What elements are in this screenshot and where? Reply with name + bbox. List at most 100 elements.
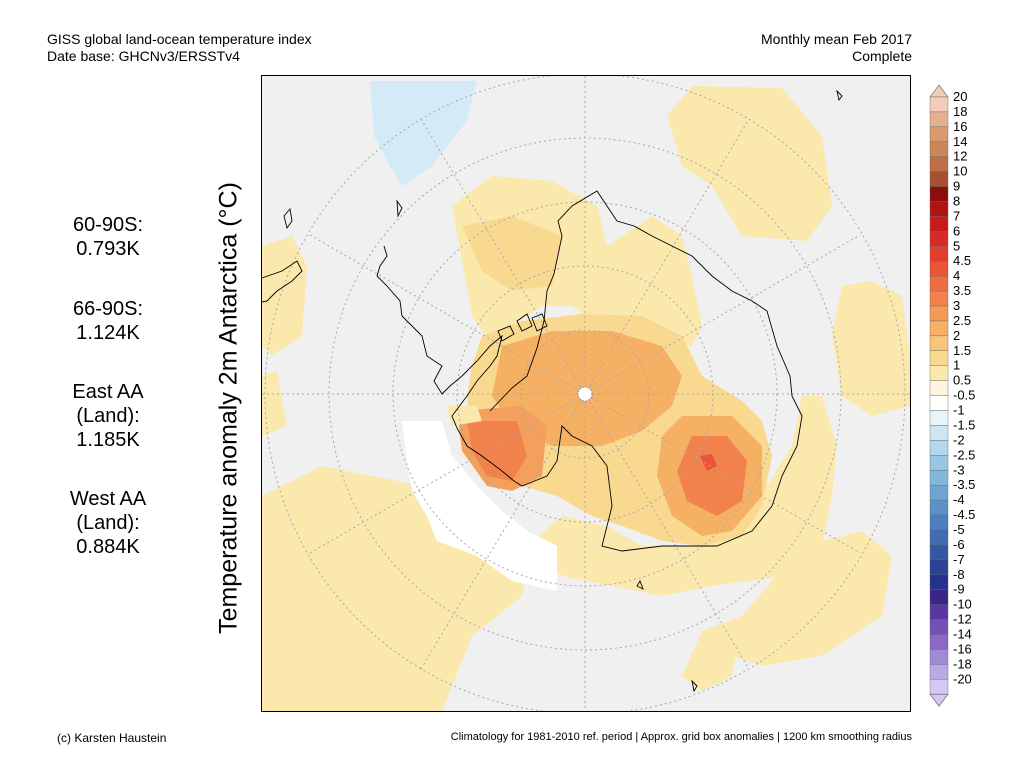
- colorbar-swatch: [929, 395, 949, 411]
- colorbar-label: -8: [953, 567, 965, 582]
- colorbar-label: 16: [953, 119, 967, 134]
- colorbar-swatch: [929, 499, 949, 516]
- stat-label: 66-90S:: [72, 298, 144, 320]
- colorbar-swatch: [929, 171, 949, 187]
- colorbar-label: -14: [953, 626, 972, 641]
- colorbar-label: -9: [953, 582, 965, 597]
- colorbar-label: -20: [953, 671, 972, 686]
- colorbar-label: 4.5: [953, 253, 971, 268]
- stat-66-90s: 66-90S: 1.124K: [58, 297, 158, 345]
- stat-west-aa: West AA (Land): 0.884K: [58, 487, 158, 559]
- colorbar-label: -7: [953, 552, 965, 567]
- colorbar-swatch: [929, 410, 949, 426]
- colorbar-swatch: [929, 156, 949, 172]
- colorbar-swatch: [929, 425, 949, 441]
- colorbar-swatch: [929, 380, 949, 396]
- stat-value: 1.124K: [76, 322, 140, 344]
- colorbar-label: 6: [953, 223, 960, 238]
- y-axis-label: Temperature anomaly 2m Antarctica (°C): [214, 182, 243, 634]
- colorbar-label: 0.5: [953, 373, 971, 388]
- colorbar-label: -2: [953, 432, 965, 447]
- colorbar-label: -1.5: [953, 417, 975, 432]
- colorbar-swatch: [929, 514, 949, 531]
- colorbar-label: -4: [953, 492, 965, 507]
- colorbar-label: 7: [953, 208, 960, 223]
- colorbar-label: 3: [953, 298, 960, 313]
- colorbar-label: 4: [953, 268, 960, 283]
- colorbar-swatch: [929, 126, 949, 142]
- colorbar-swatch: [929, 589, 949, 605]
- colorbar-swatch: [929, 679, 949, 695]
- credit-text: (c) Karsten Haustein: [57, 731, 167, 745]
- colorbar-swatch: [929, 529, 949, 546]
- stat-label: West AA: [69, 488, 147, 510]
- colorbar-swatch: [929, 96, 949, 113]
- colorbar-label: -5: [953, 522, 965, 537]
- colorbar-label: 2: [953, 328, 960, 343]
- colorbar-swatch: [929, 231, 949, 247]
- antarctica-anomaly-map: [261, 75, 911, 712]
- stat-sublabel: (Land):: [76, 405, 140, 427]
- stat-label: East AA: [72, 381, 144, 403]
- colorbar-swatch: [929, 574, 949, 590]
- period-block: Monthly mean Feb 2017 Complete: [761, 31, 912, 65]
- no-data-region: [402, 421, 557, 591]
- colorbar-label: -18: [953, 656, 972, 671]
- colorbar-swatch: [929, 305, 949, 322]
- colorbar-label: 8: [953, 194, 960, 209]
- colorbar-swatch: [929, 320, 949, 337]
- colorbar-label: -12: [953, 612, 972, 627]
- colorbar-swatch: [929, 470, 949, 486]
- colorbar-label: -0.5: [953, 388, 975, 403]
- colorbar-label: 9: [953, 179, 960, 194]
- colorbar-swatch: [929, 201, 949, 217]
- colorbar-label: 20: [953, 89, 967, 104]
- south-pole-marker: [577, 386, 593, 402]
- colorbar-swatch: [929, 440, 949, 456]
- colorbar-label: 18: [953, 104, 967, 119]
- stat-value: 0.884K: [76, 536, 140, 558]
- colorbar-label: 2.5: [953, 313, 971, 328]
- stat-label: 60-90S:: [72, 214, 144, 236]
- colorbar-swatch: [929, 111, 949, 128]
- colorbar-label: 1: [953, 358, 960, 373]
- colorbar-label: 5: [953, 238, 960, 253]
- colorbar-swatch: [929, 141, 949, 157]
- coastlines: [262, 89, 843, 693]
- colorbar-swatch: [929, 275, 949, 292]
- colorbar-swatch: [929, 261, 949, 277]
- colorbar-label: -3.5: [953, 477, 975, 492]
- title-block: GISS global land-ocean temperature index…: [47, 31, 312, 65]
- footnote-text: Climatology for 1981-2010 ref. period | …: [450, 731, 912, 743]
- stat-value: 1.185K: [76, 429, 140, 451]
- colorbar-label: -4.5: [953, 507, 975, 522]
- title-line: GISS global land-ocean temperature index: [47, 31, 312, 47]
- colorbar-swatch: [929, 544, 949, 561]
- stat-east-aa: East AA (Land): 1.185K: [58, 380, 158, 452]
- colorbar-label: -10: [953, 597, 972, 612]
- colorbar-label: 1.5: [953, 343, 971, 358]
- stat-sublabel: (Land):: [76, 512, 140, 534]
- period-line: Monthly mean Feb 2017: [761, 31, 912, 47]
- colorbar-min-arrow: [929, 693, 949, 707]
- cool-anomaly-region: [370, 81, 477, 186]
- colorbar-swatch: [929, 365, 949, 381]
- colorbar-swatch: [929, 216, 949, 232]
- colorbar-label: 10: [953, 164, 967, 179]
- colorbar-swatch: [929, 664, 949, 680]
- colorbar-label: -2.5: [953, 447, 975, 462]
- colorbar-swatch: [929, 604, 949, 620]
- colorbar-label: -16: [953, 641, 972, 656]
- colorbar-swatch: [929, 335, 949, 352]
- colorbar-swatch: [929, 619, 949, 635]
- colorbar-swatch: [929, 290, 949, 307]
- colorbar-label: 3.5: [953, 283, 971, 298]
- colorbar-label: -3: [953, 462, 965, 477]
- completeness-line: Complete: [852, 48, 912, 64]
- colorbar-label: -6: [953, 537, 965, 552]
- colorbar-swatch: [929, 634, 949, 650]
- colorbar-label: -1: [953, 403, 965, 418]
- dataset-line: Date base: GHCNv3/ERSSTv4: [47, 48, 240, 64]
- colorbar-max-arrow: [929, 84, 949, 98]
- colorbar-swatch: [929, 186, 949, 202]
